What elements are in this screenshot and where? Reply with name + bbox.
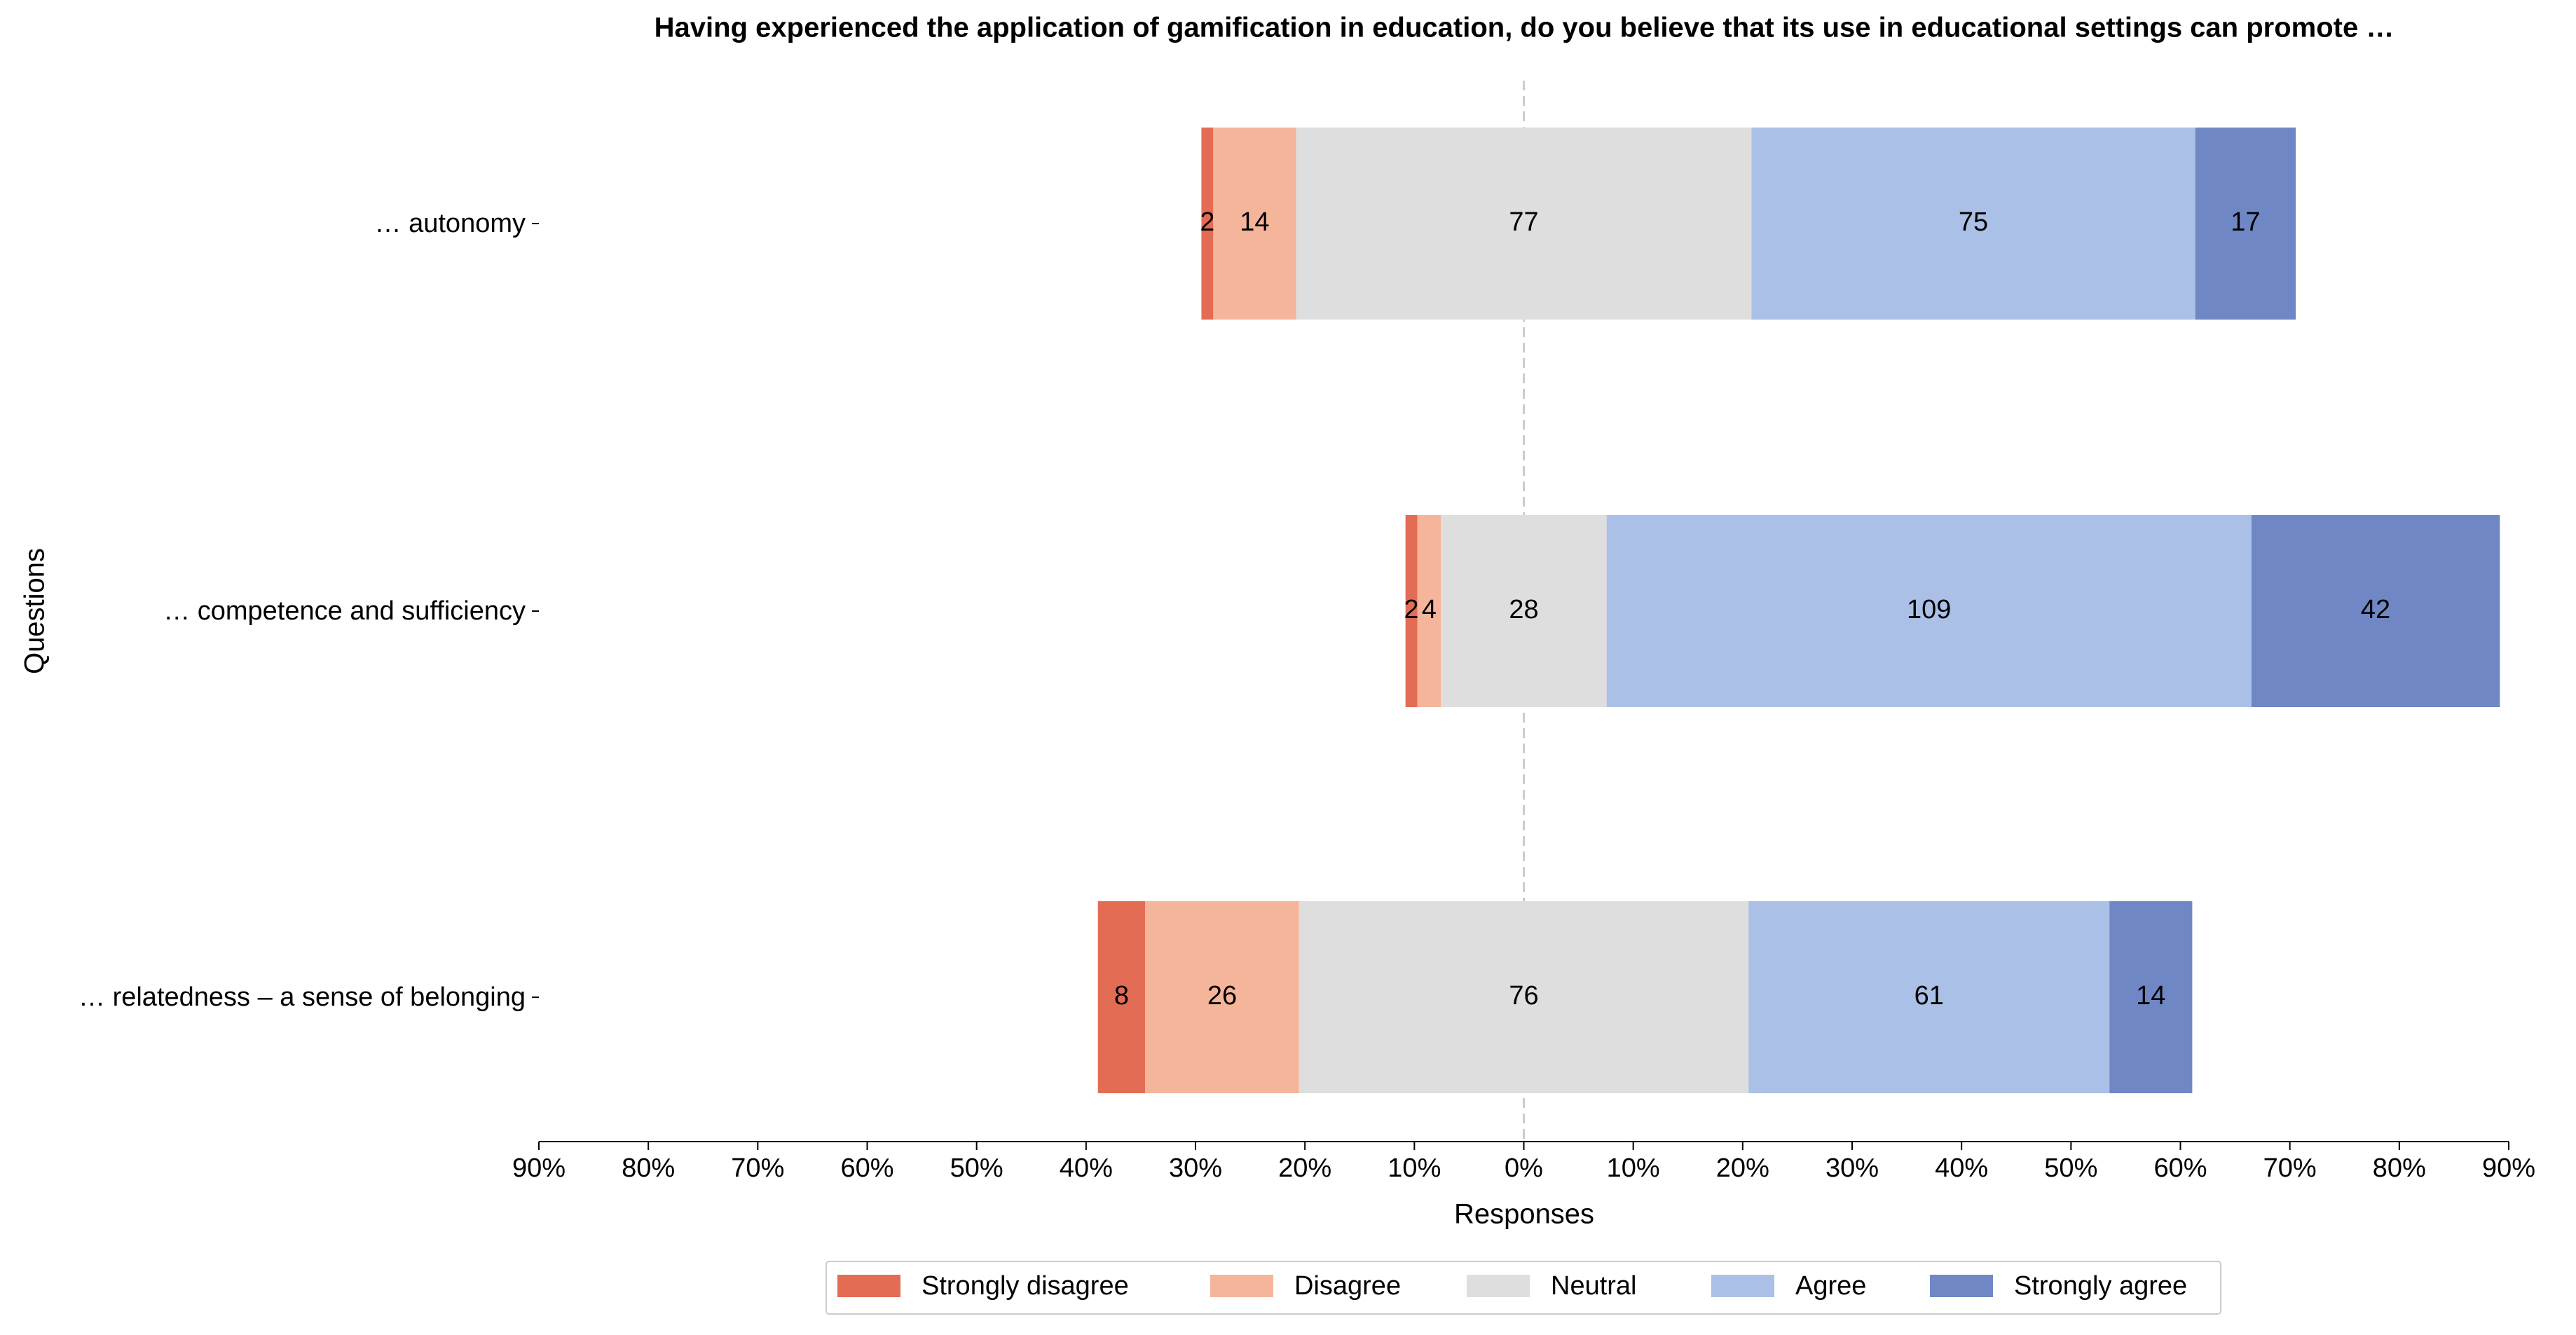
data-label: 26 (1207, 981, 1237, 1011)
legend-swatch (837, 1275, 900, 1297)
x-axis-label: Responses (1454, 1199, 1594, 1230)
bar-segment (1405, 515, 1418, 707)
x-tick-label: 80% (2373, 1153, 2426, 1183)
legend-label: Strongly agree (2014, 1271, 2187, 1301)
y-tick-label: … relatedness – a sense of belonging (78, 983, 526, 1012)
data-label: 2 (1404, 595, 1419, 624)
x-tick-label: 40% (1935, 1153, 1988, 1183)
bar-segment (1606, 515, 2252, 707)
x-tick-label: 90% (2482, 1153, 2535, 1183)
x-tick-label: 70% (731, 1153, 784, 1183)
x-tick-label: 50% (2044, 1153, 2097, 1183)
x-tick-label: 30% (1169, 1153, 1222, 1183)
bar-segment (1751, 128, 2195, 320)
data-label: 2 (1200, 207, 1214, 237)
legend-swatch (1930, 1275, 1993, 1297)
bar-segment (1748, 901, 2110, 1093)
legend-swatch (1711, 1275, 1774, 1297)
bar-segment (1213, 128, 1296, 320)
bar-segment (1201, 128, 1214, 320)
x-tick-label: 50% (950, 1153, 1003, 1183)
bar-segment (1441, 515, 1607, 707)
x-tick-label: 10% (1388, 1153, 1441, 1183)
x-tick-label: 40% (1060, 1153, 1113, 1183)
x-tick-label: 10% (1607, 1153, 1660, 1183)
x-tick-label: 20% (1716, 1153, 1769, 1183)
bar-segment (1097, 901, 1146, 1093)
bar-segment (1296, 128, 1752, 320)
x-tick-label: 0% (1505, 1153, 1543, 1183)
legend-label: Neutral (1551, 1271, 1637, 1301)
bar-segment (1417, 515, 1441, 707)
data-label: 109 (1907, 595, 1951, 624)
bar-segment (2195, 128, 2296, 320)
x-tick-label: 70% (2263, 1153, 2317, 1183)
y-tick-label: … competence and sufficiency (163, 596, 526, 626)
data-label: 8 (1114, 981, 1129, 1011)
legend-swatch (1210, 1275, 1273, 1297)
bar-segment (2109, 901, 2193, 1093)
data-label: 75 (1959, 207, 1988, 237)
x-tick-label: 60% (840, 1153, 893, 1183)
bar-segment (2251, 515, 2500, 707)
data-label: 61 (1914, 981, 1944, 1011)
bar-segment (1299, 901, 1749, 1093)
legend-swatch (1467, 1275, 1530, 1297)
bar-segment (1145, 901, 1299, 1093)
y-axis-label: Questions (20, 548, 50, 674)
data-label: 14 (1240, 207, 1269, 237)
x-tick-label: 60% (2153, 1153, 2207, 1183)
x-tick-label: 30% (1825, 1153, 1879, 1183)
x-tick-label: 80% (622, 1153, 675, 1183)
legend-label: Agree (1795, 1271, 1866, 1301)
y-tick-label: … autonomy (374, 209, 526, 238)
chart-title: Having experienced the application of ga… (655, 13, 2395, 43)
data-label: 77 (1509, 207, 1538, 237)
legend-label: Disagree (1294, 1271, 1401, 1301)
x-tick-label: 20% (1278, 1153, 1331, 1183)
data-label: 42 (2361, 595, 2390, 624)
data-label: 17 (2231, 207, 2260, 237)
data-label: 28 (1509, 595, 1538, 624)
x-tick-label: 90% (512, 1153, 566, 1183)
data-label: 14 (2136, 981, 2165, 1011)
legend-label: Strongly disagree (922, 1271, 1129, 1301)
data-label: 4 (1422, 595, 1437, 624)
data-label: 76 (1509, 981, 1538, 1011)
